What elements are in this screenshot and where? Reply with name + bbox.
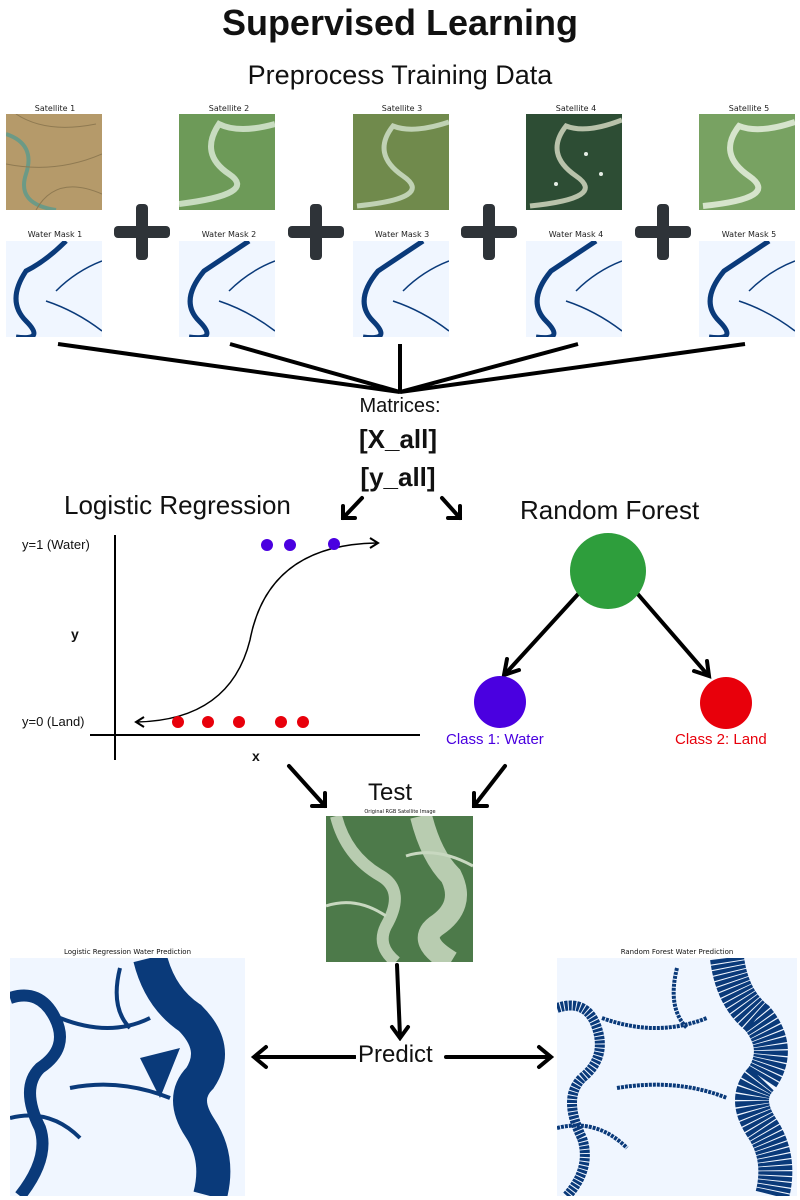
- mask-caption: Water Mask 5: [721, 230, 777, 239]
- satellite-image: [353, 114, 449, 210]
- mask-caption: Water Mask 3: [374, 230, 430, 239]
- plus-icon: [288, 204, 344, 260]
- y0-label: y=0 (Land): [22, 714, 85, 729]
- land-point: [233, 716, 245, 728]
- water-mask-image: [6, 241, 102, 337]
- plus-icon: [461, 204, 517, 260]
- x-matrix-label: [X_all]: [358, 424, 438, 454]
- y1-label: y=1 (Water): [22, 537, 90, 552]
- mask-caption: Water Mask 4: [548, 230, 604, 239]
- page-title: Supervised Learning: [221, 2, 579, 43]
- sigmoid-curve: [136, 542, 377, 723]
- class-water-label: Class 1: Water: [446, 731, 544, 748]
- land-point: [275, 716, 287, 728]
- curve-left-arrow: [134, 716, 145, 728]
- land-point: [172, 716, 184, 728]
- land-point: [297, 716, 309, 728]
- section-title-preprocess: Preprocess Training Data: [247, 60, 553, 90]
- satellite-caption: Satellite 5: [728, 104, 770, 113]
- satellite-caption: Satellite 4: [555, 104, 597, 113]
- test-satellite-image: [326, 816, 473, 962]
- mask-caption: Water Mask 2: [201, 230, 257, 239]
- satellite-caption: Satellite 3: [381, 104, 423, 113]
- class-land-label: Class 2: Land: [675, 731, 767, 748]
- root-node: [570, 533, 646, 609]
- satellite-caption: Satellite 2: [208, 104, 250, 113]
- x-axis-label: x: [252, 748, 260, 764]
- mask-caption: Water Mask 1: [27, 230, 83, 239]
- plus-icon: [635, 204, 691, 260]
- satellite-image: [179, 114, 275, 210]
- water-mask-image: [353, 241, 449, 337]
- test-image-caption: Original RGB Satellite Image: [364, 809, 436, 815]
- matrices-label: Matrices:: [359, 395, 441, 417]
- water-class-node: [474, 676, 526, 728]
- satellite-caption: Satellite 1: [34, 104, 76, 113]
- lr-prediction-image: [10, 958, 245, 1196]
- rf-prediction-image: [557, 958, 797, 1196]
- curve-right-arrow: [369, 537, 380, 549]
- water-mask-image: [699, 241, 795, 337]
- y-matrix-label: [y_all]: [360, 462, 436, 492]
- predict-label: Predict: [356, 1041, 435, 1069]
- water-point: [328, 538, 340, 550]
- water-mask-image: [526, 241, 622, 337]
- rf-prediction-caption: Random Forest Water Prediction: [620, 948, 734, 956]
- water-point: [284, 539, 296, 551]
- y-axis-label: y: [71, 626, 79, 642]
- water-mask-image: [179, 241, 275, 337]
- logistic-regression-title: Logistic Regression: [64, 490, 291, 520]
- land-point: [202, 716, 214, 728]
- satellite-image: [699, 114, 795, 210]
- random-forest-title: Random Forest: [520, 495, 700, 525]
- satellite-image: [526, 114, 622, 210]
- test-title: Test: [368, 779, 413, 806]
- land-class-node: [700, 677, 752, 729]
- lr-prediction-caption: Logistic Regression Water Prediction: [63, 948, 192, 956]
- satellite-image: [6, 114, 102, 210]
- plus-icon: [114, 204, 170, 260]
- water-point: [261, 539, 273, 551]
